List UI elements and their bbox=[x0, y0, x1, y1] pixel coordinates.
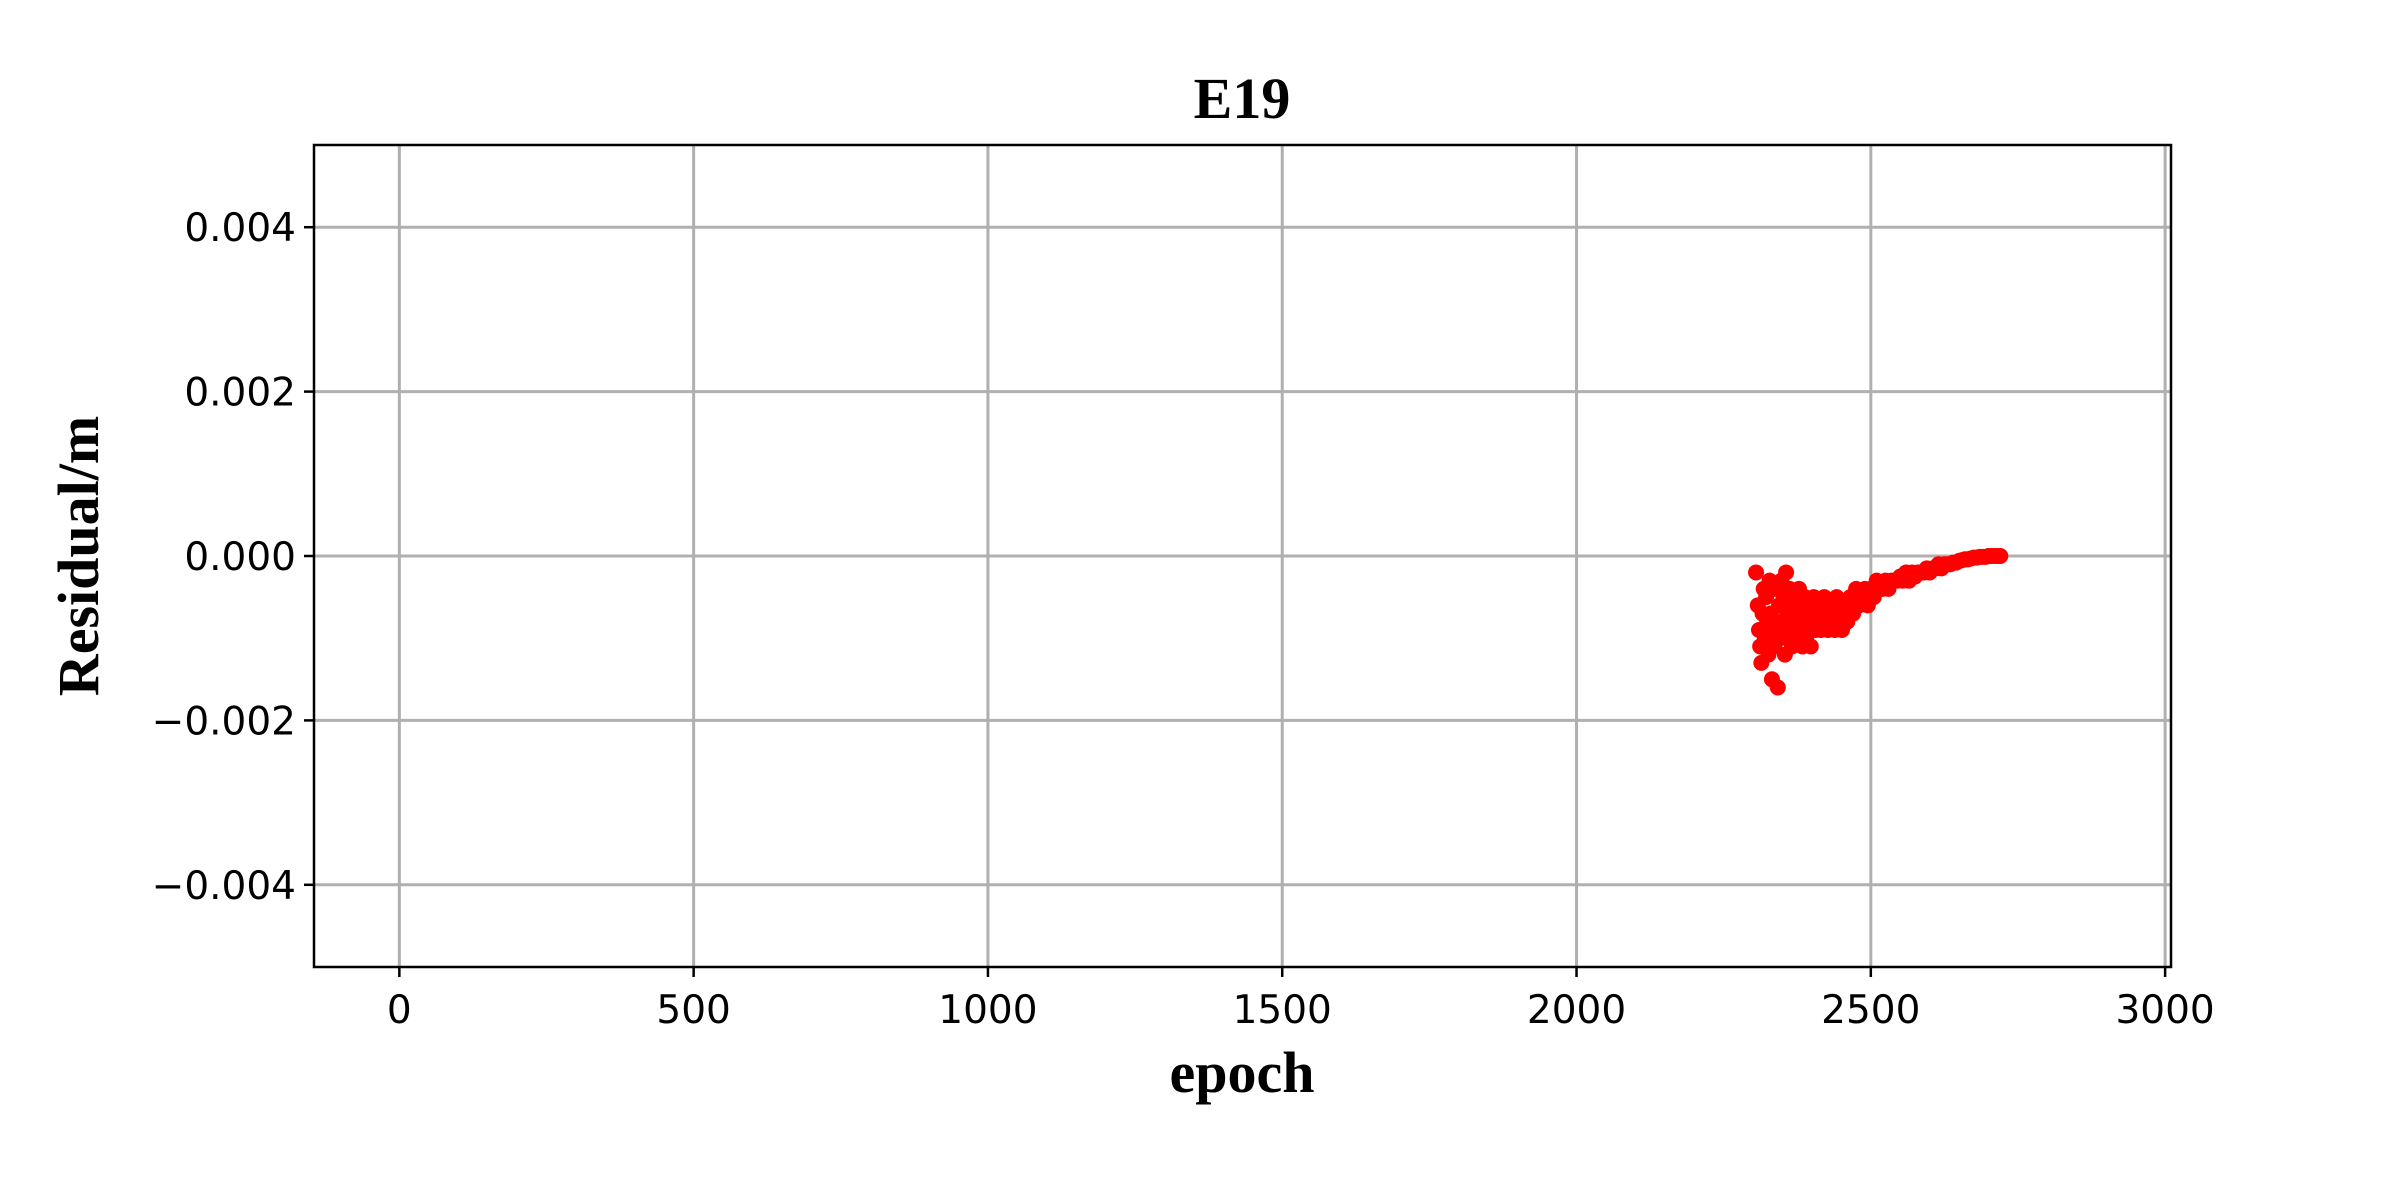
data-point bbox=[1778, 564, 1795, 581]
data-point bbox=[1802, 638, 1819, 655]
y-tick-label: 0.000 bbox=[184, 535, 296, 580]
data-points-layer bbox=[1748, 548, 2009, 696]
data-point bbox=[1992, 548, 2009, 564]
y-tick-label: −0.004 bbox=[152, 864, 296, 909]
x-axis-label: epoch bbox=[1170, 1040, 1315, 1105]
x-tick-label: 1500 bbox=[1233, 988, 1332, 1033]
y-tick-label: −0.002 bbox=[152, 699, 296, 744]
x-tick-label: 2000 bbox=[1527, 988, 1626, 1033]
x-tick-label: 1000 bbox=[938, 988, 1037, 1033]
y-tick-label: 0.002 bbox=[184, 371, 296, 416]
data-point bbox=[1748, 564, 1765, 581]
data-point bbox=[1769, 679, 1786, 696]
grid-layer bbox=[314, 145, 2171, 967]
x-tick-label: 500 bbox=[656, 988, 730, 1033]
ticks-layer: 0 500 1000 1500 2000 2500 3000 0.004 0.002 0.000 −… bbox=[152, 206, 2215, 1033]
x-tick-label: 0 bbox=[387, 988, 412, 1033]
x-tick-label: 3000 bbox=[2115, 988, 2214, 1033]
y-tick-label: 0.004 bbox=[184, 206, 296, 251]
x-tick-label: 2500 bbox=[1821, 988, 1920, 1033]
chart-title: E19 bbox=[1194, 66, 1291, 131]
y-axis-label: Residual/m bbox=[46, 416, 111, 696]
